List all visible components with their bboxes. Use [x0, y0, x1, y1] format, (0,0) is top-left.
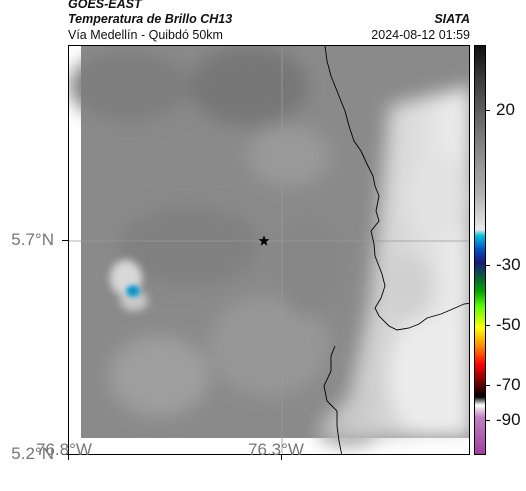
lon-label: 76.3°W: [248, 440, 304, 459]
lon-tick-mark: [68, 455, 69, 460]
colorbar-label: -90: [496, 410, 521, 429]
imagery-layer: [69, 46, 469, 446]
colorbar-label: 20: [496, 100, 515, 119]
satellite-map[interactable]: [68, 45, 470, 455]
star-icon: [258, 235, 270, 246]
colorbar-tick-mark: [486, 265, 490, 266]
lon-tick-mark: [281, 455, 282, 460]
lat-tick-mark: [62, 240, 68, 241]
colorbar-label: -30: [496, 255, 521, 274]
gridlines: [69, 46, 469, 454]
lat-label: 5.7°N: [11, 230, 54, 249]
lat-tick-mark: [62, 454, 68, 455]
colorbar-label: -70: [496, 375, 521, 394]
colorbar-tick-mark: [486, 325, 490, 326]
colorbar: [474, 45, 486, 455]
timestamp-label: 2024-08-12 01:59: [371, 28, 470, 42]
colorbar-tick-mark: [486, 385, 490, 386]
area-label: Vía Medellín - Quibdó 50km: [68, 28, 223, 42]
lat-label: 5.2°N: [11, 444, 54, 463]
colorbar-label: -50: [496, 315, 521, 334]
product-title: Temperatura de Brillo CH13: [68, 12, 233, 26]
department-border: [323, 345, 343, 454]
organization-label: SIATA: [434, 12, 470, 26]
department-border: [324, 46, 469, 331]
satellite-title: GOES-EAST: [68, 0, 142, 11]
colorbar-tick-mark: [486, 110, 490, 111]
lon-label: 76.8°W: [36, 440, 92, 459]
colorbar-tick-mark: [486, 420, 490, 421]
